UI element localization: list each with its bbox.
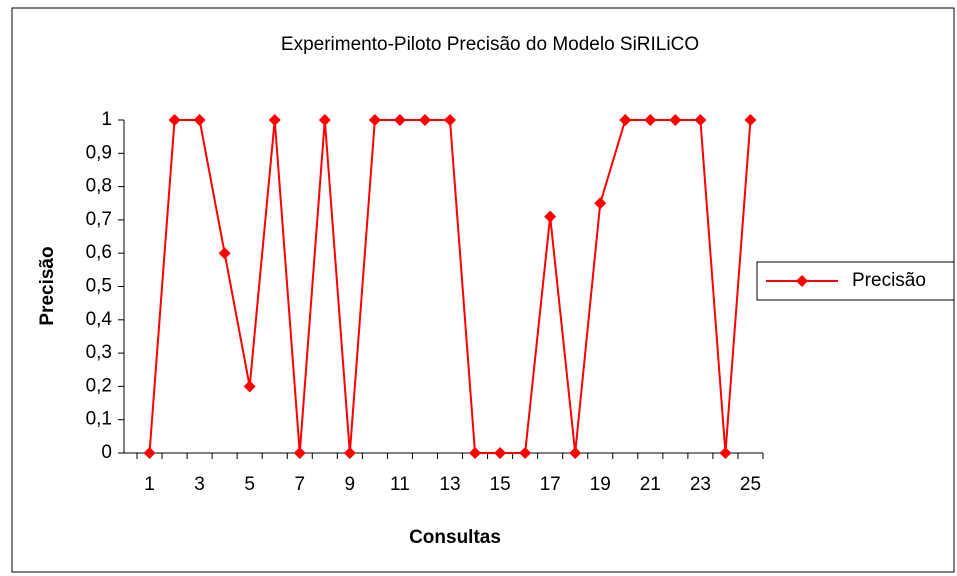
- x-tick-label: 13: [439, 474, 460, 495]
- x-tick-label: 9: [345, 474, 356, 495]
- legend-marker: [796, 275, 808, 287]
- marker: [644, 114, 657, 126]
- x-tick-label: 3: [194, 474, 205, 495]
- marker: [469, 447, 482, 459]
- y-tick-label: 0,9: [86, 142, 112, 163]
- marker: [168, 114, 181, 126]
- marker: [694, 114, 707, 126]
- x-axis-label: Consultas: [409, 527, 501, 548]
- marker: [393, 114, 406, 126]
- x-tick-label: 7: [294, 474, 305, 495]
- marker: [719, 447, 732, 459]
- y-tick-label: 0,8: [86, 176, 112, 197]
- y-tick-label: 0,5: [86, 276, 112, 297]
- x-tick-label: 15: [490, 474, 511, 495]
- y-tick-label: 1: [101, 109, 112, 130]
- marker: [318, 114, 331, 126]
- x-tick-label: 25: [740, 474, 761, 495]
- marker: [193, 114, 206, 126]
- x-tick-label: 21: [640, 474, 661, 495]
- x-tick-label: 5: [244, 474, 255, 495]
- marker: [594, 197, 607, 210]
- marker: [268, 114, 281, 126]
- legend-label: Precisão: [852, 270, 926, 291]
- marker: [418, 114, 431, 126]
- marker: [744, 114, 757, 126]
- y-tick-label: 0,1: [86, 409, 112, 430]
- marker: [293, 447, 306, 459]
- marker: [494, 447, 507, 459]
- marker: [243, 380, 256, 393]
- chart-title: Experimento-Piloto Precisão do Modelo Si…: [281, 34, 699, 55]
- x-tick-label: 1: [144, 474, 155, 495]
- y-axis-label: Precisão: [37, 246, 58, 325]
- x-tick-label: 11: [390, 474, 410, 495]
- marker: [218, 247, 231, 260]
- marker: [368, 114, 381, 126]
- y-tick-label: 0,4: [86, 309, 113, 330]
- x-tick-label: 17: [540, 474, 561, 495]
- marker: [544, 210, 557, 223]
- marker: [569, 447, 582, 459]
- marker: [519, 447, 532, 459]
- marker: [343, 447, 356, 459]
- marker: [619, 114, 632, 126]
- marker: [669, 114, 682, 126]
- y-tick-label: 0: [101, 442, 112, 463]
- x-tick-label: 23: [690, 474, 711, 495]
- x-tick-label: 19: [590, 474, 611, 495]
- y-tick-label: 0,7: [86, 209, 112, 230]
- marker: [444, 114, 456, 126]
- y-tick-label: 0,6: [86, 242, 112, 263]
- y-tick-label: 0,2: [86, 375, 112, 396]
- y-tick-label: 0,3: [86, 342, 112, 363]
- marker: [143, 447, 156, 459]
